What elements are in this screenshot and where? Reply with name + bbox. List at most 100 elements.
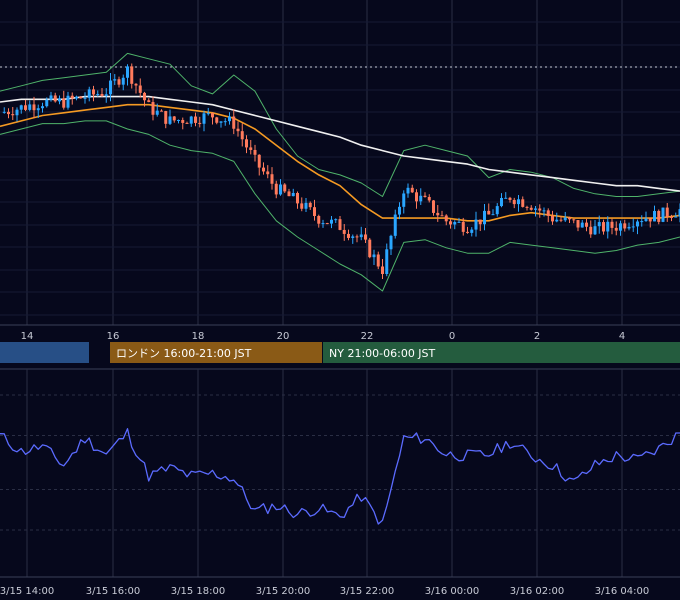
candle-body[interactable] — [342, 229, 346, 234]
candle-body[interactable] — [181, 119, 185, 123]
candle-body[interactable] — [206, 113, 210, 115]
candle-body[interactable] — [648, 218, 652, 222]
candle-body[interactable] — [398, 206, 401, 215]
candle-body[interactable] — [410, 187, 414, 193]
candle-body[interactable] — [19, 105, 23, 110]
candle-body[interactable] — [155, 110, 159, 115]
candle-body[interactable] — [66, 95, 70, 108]
candle-body[interactable] — [542, 210, 546, 212]
candle-body[interactable] — [215, 117, 219, 123]
candle-body[interactable] — [619, 223, 622, 231]
candle-body[interactable] — [538, 208, 542, 211]
candle-body[interactable] — [589, 226, 593, 235]
candle-body[interactable] — [270, 174, 274, 184]
candle-body[interactable] — [449, 221, 452, 225]
candle-body[interactable] — [24, 105, 27, 110]
candle-body[interactable] — [325, 223, 329, 225]
candle-body[interactable] — [389, 235, 393, 250]
candle-body[interactable] — [640, 221, 644, 223]
candle-body[interactable] — [32, 104, 36, 111]
candle-body[interactable] — [546, 210, 550, 216]
candle-body[interactable] — [300, 203, 304, 209]
candle-body[interactable] — [334, 219, 338, 221]
candle-body[interactable] — [134, 83, 138, 86]
candle-body[interactable] — [194, 116, 197, 123]
candle-body[interactable] — [2, 111, 6, 113]
candle-body[interactable] — [223, 121, 227, 123]
candle-body[interactable] — [495, 206, 499, 215]
candle-body[interactable] — [444, 215, 448, 222]
candle-body[interactable] — [606, 221, 610, 232]
candle-body[interactable] — [623, 223, 627, 229]
candle-body[interactable] — [266, 171, 270, 175]
candle-body[interactable] — [100, 94, 104, 96]
candle-body[interactable] — [504, 197, 508, 199]
candle-body[interactable] — [364, 234, 367, 240]
candle-body[interactable] — [87, 89, 91, 98]
candle-body[interactable] — [597, 222, 601, 227]
candle-body[interactable] — [228, 116, 231, 122]
candle-body[interactable] — [432, 200, 435, 213]
candle-body[interactable] — [381, 266, 384, 274]
candle-body[interactable] — [415, 192, 418, 202]
candle-body[interactable] — [45, 99, 49, 107]
candle-body[interactable] — [313, 207, 316, 216]
candle-body[interactable] — [28, 104, 32, 110]
candle-body[interactable] — [529, 207, 533, 210]
candle-body[interactable] — [674, 216, 678, 218]
candle-body[interactable] — [291, 192, 295, 197]
candle-body[interactable] — [160, 110, 163, 112]
candlesticks[interactable] — [2, 63, 680, 280]
candle-body[interactable] — [308, 202, 312, 208]
candle-body[interactable] — [406, 187, 410, 194]
candle-body[interactable] — [177, 119, 180, 121]
candle-body[interactable] — [478, 219, 482, 225]
candle-body[interactable] — [419, 195, 423, 202]
candle-body[interactable] — [92, 89, 95, 95]
candle-body[interactable] — [62, 98, 66, 108]
candle-body[interactable] — [147, 100, 151, 103]
candle-body[interactable] — [644, 218, 648, 222]
candle-body[interactable] — [236, 128, 240, 132]
candle-body[interactable] — [602, 222, 605, 232]
candle-body[interactable] — [474, 219, 478, 230]
candle-body[interactable] — [508, 197, 512, 200]
candle-body[interactable] — [372, 254, 376, 258]
candle-body[interactable] — [211, 113, 214, 118]
candle-body[interactable] — [517, 199, 520, 205]
candle-body[interactable] — [164, 111, 168, 124]
candle-body[interactable] — [113, 79, 117, 81]
candle-body[interactable] — [151, 102, 155, 115]
candle-body[interactable] — [232, 116, 236, 129]
candle-body[interactable] — [351, 236, 355, 238]
candle-body[interactable] — [359, 234, 363, 238]
candle-body[interactable] — [287, 191, 291, 197]
candle-body[interactable] — [678, 209, 680, 217]
candle-body[interactable] — [338, 219, 342, 230]
candle-body[interactable] — [279, 184, 282, 195]
candle-body[interactable] — [461, 221, 465, 232]
candle-body[interactable] — [376, 254, 380, 267]
candle-body[interactable] — [121, 77, 125, 85]
candle-body[interactable] — [534, 208, 537, 210]
candle-body[interactable] — [321, 223, 325, 225]
candle-body[interactable] — [636, 221, 639, 227]
candle-body[interactable] — [470, 229, 474, 233]
candle-body[interactable] — [70, 95, 74, 99]
candle-body[interactable] — [593, 226, 597, 235]
candle-body[interactable] — [427, 196, 431, 201]
candle-body[interactable] — [610, 221, 614, 228]
candle-body[interactable] — [355, 236, 359, 238]
candle-body[interactable] — [245, 139, 248, 148]
candle-body[interactable] — [521, 199, 525, 207]
candle-body[interactable] — [453, 222, 457, 225]
candle-body[interactable] — [368, 239, 372, 258]
candle-body[interactable] — [240, 131, 244, 140]
candle-body[interactable] — [143, 92, 146, 101]
candle-body[interactable] — [670, 216, 673, 218]
candle-body[interactable] — [563, 217, 567, 221]
candle-body[interactable] — [7, 111, 10, 115]
candle-body[interactable] — [198, 122, 202, 124]
candle-body[interactable] — [500, 198, 503, 207]
